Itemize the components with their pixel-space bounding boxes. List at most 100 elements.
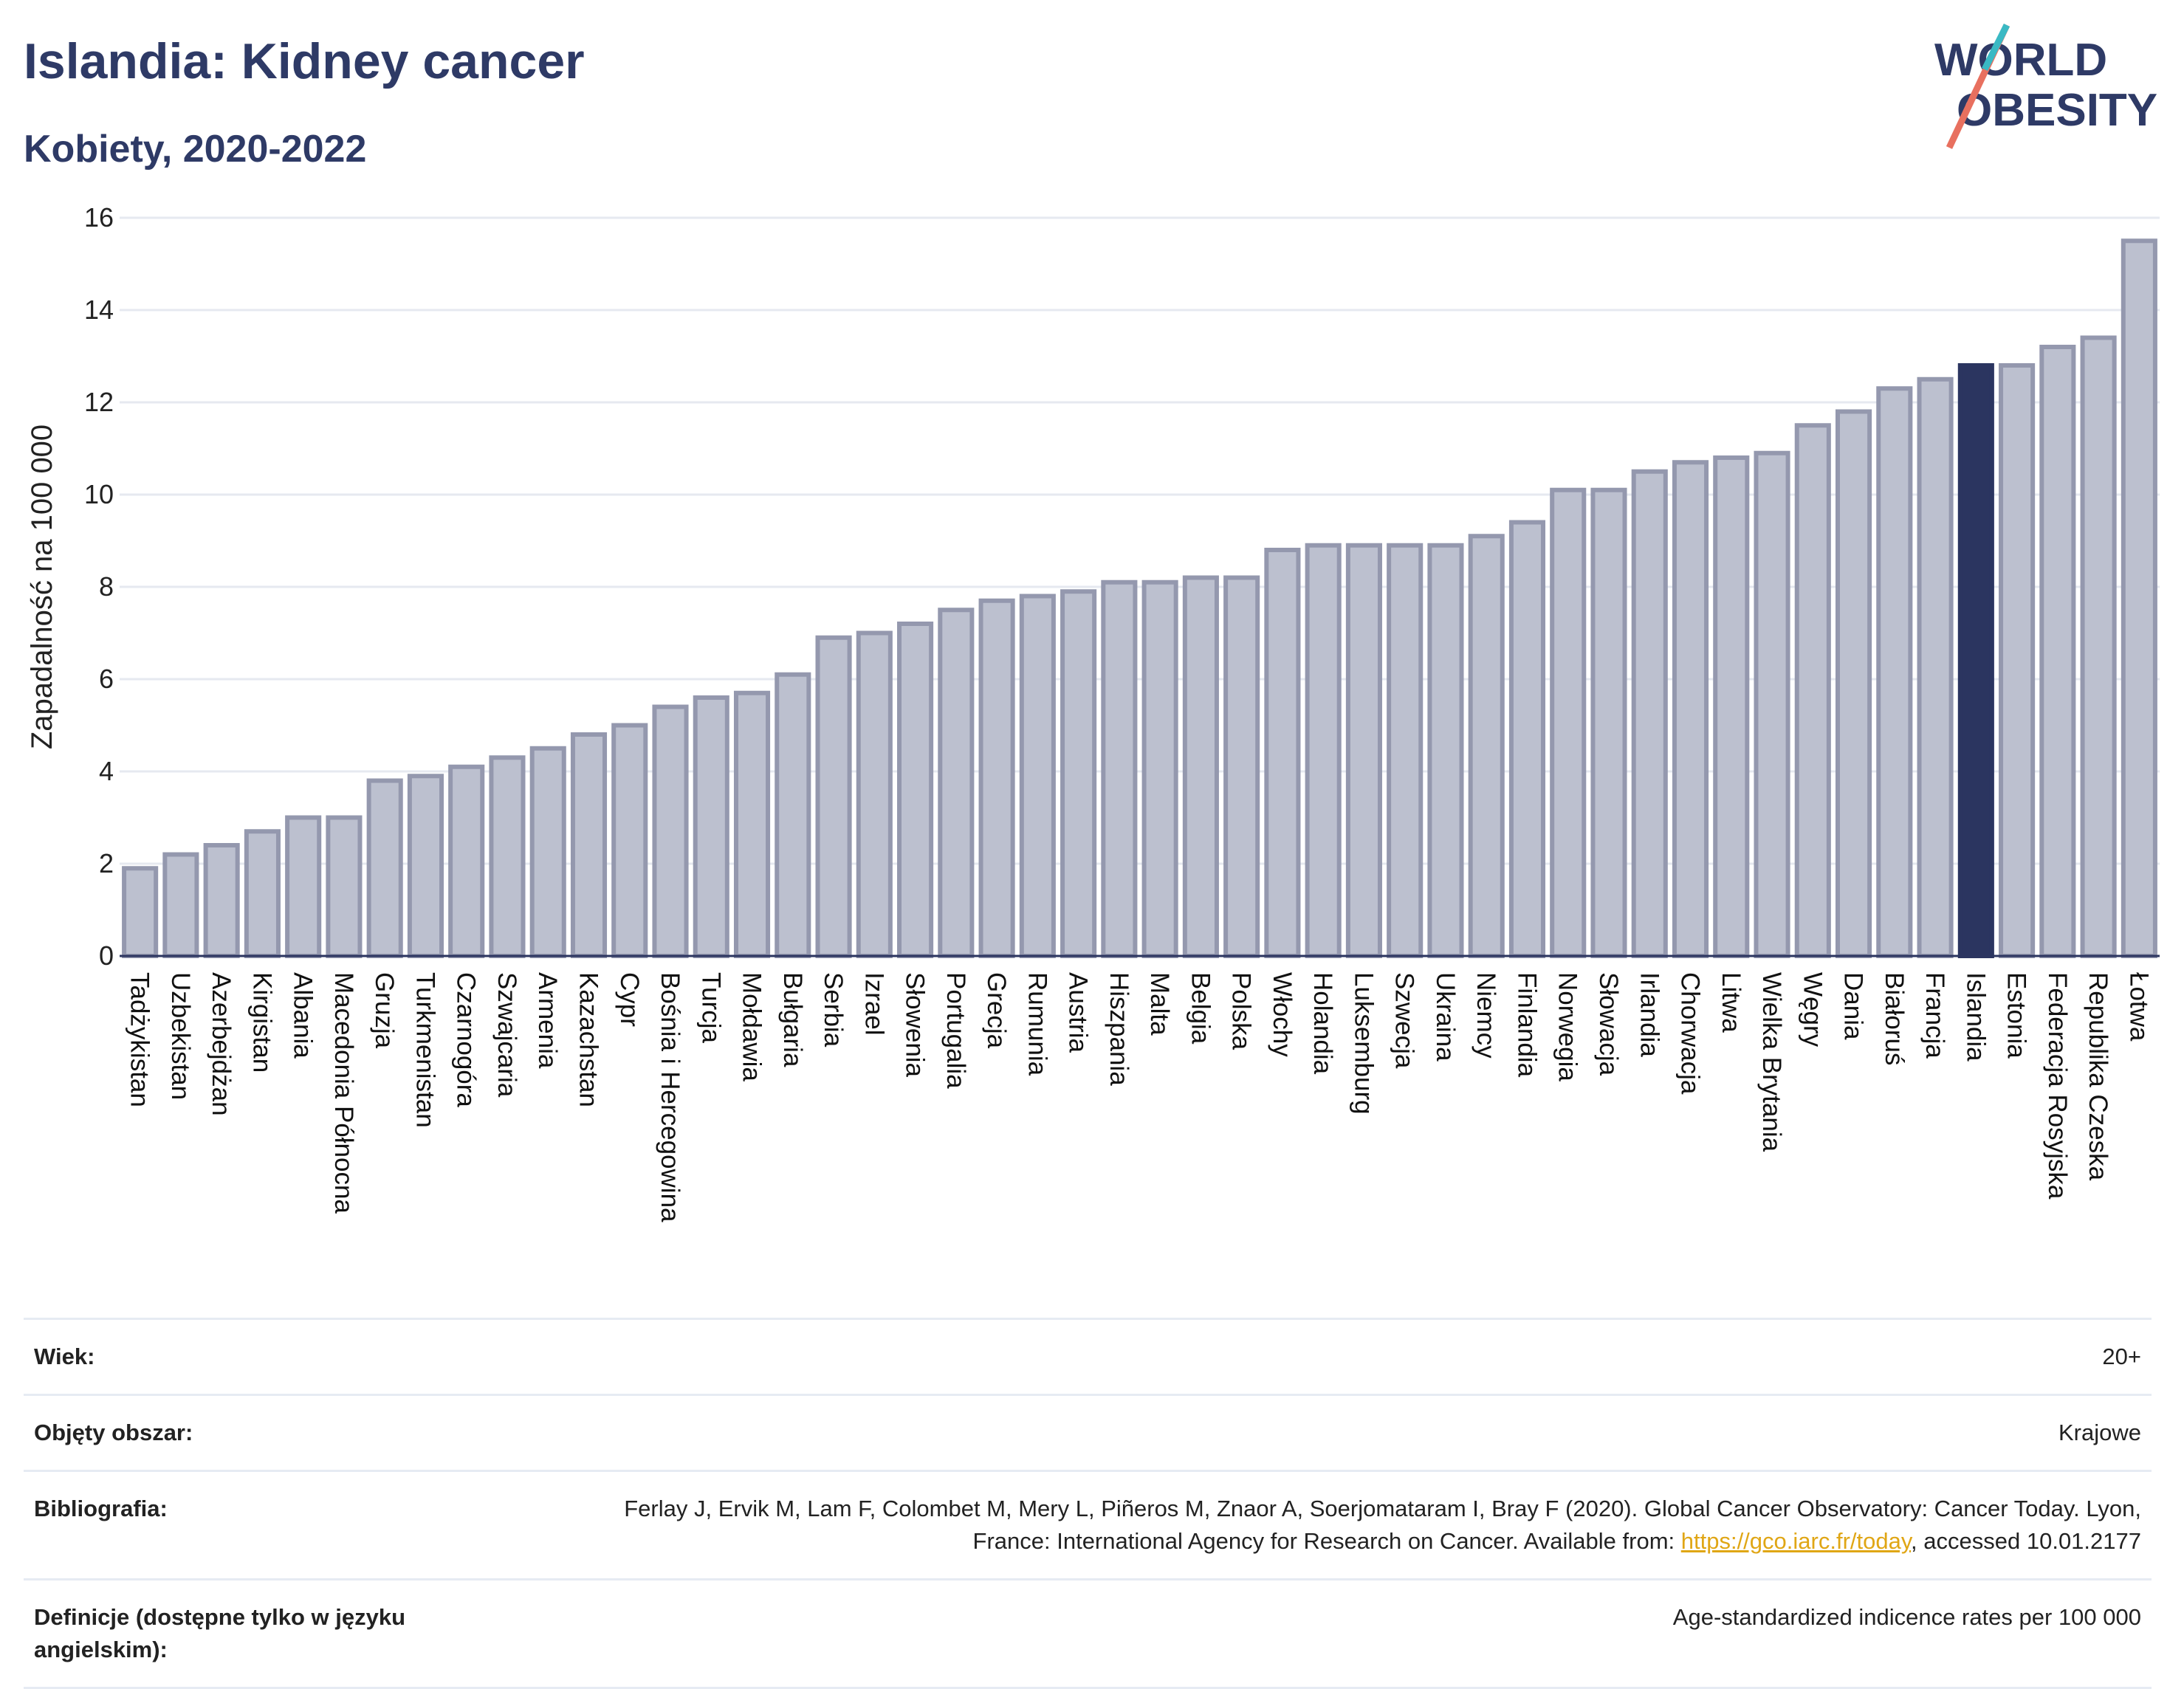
bar[interactable] <box>1264 548 1301 958</box>
bar[interactable] <box>1835 409 1872 958</box>
bar-highlighted[interactable] <box>1957 363 1994 958</box>
bar[interactable] <box>1713 455 1750 958</box>
bar[interactable] <box>285 815 322 958</box>
logo-slash-accent-icon <box>1981 23 2010 72</box>
bar[interactable] <box>489 755 526 958</box>
x-tick-label: Dania <box>1839 972 1868 1040</box>
bar[interactable] <box>1754 450 1790 958</box>
bar[interactable] <box>1345 543 1382 958</box>
info-value-text: Ferlay J, Ervik M, Lam F, Colombet M, Me… <box>624 1496 2141 1554</box>
x-tick-label: Turkmenistan <box>411 972 439 1128</box>
bar[interactable] <box>611 723 648 958</box>
bar[interactable] <box>244 829 281 958</box>
bar[interactable] <box>1182 575 1219 958</box>
x-tick-label: Szwajcaria <box>492 972 521 1098</box>
bar[interactable] <box>122 866 159 958</box>
bar[interactable] <box>1387 543 1424 958</box>
bar[interactable] <box>1101 579 1138 958</box>
bar[interactable] <box>1999 363 2036 958</box>
bar[interactable] <box>1427 543 1464 958</box>
chart-title: Islandia: Kidney cancer <box>24 33 585 89</box>
bar[interactable] <box>693 695 729 958</box>
bar[interactable] <box>162 852 199 958</box>
y-tick-label: 0 <box>99 940 114 971</box>
bar[interactable] <box>815 635 852 958</box>
x-tick-label: Chorwacja <box>1676 972 1705 1095</box>
bar[interactable] <box>1550 487 1587 958</box>
info-row: Definicje (dostępne tylko w języku angie… <box>24 1580 2152 1689</box>
info-key: Objęty obszar: <box>34 1420 193 1445</box>
x-tick-label: Serbia <box>819 972 848 1048</box>
x-tick-label: Estonia <box>2002 972 2031 1059</box>
bar[interactable] <box>529 746 566 958</box>
y-tick-label: 8 <box>99 571 114 602</box>
bar[interactable] <box>1794 423 1831 958</box>
bar[interactable] <box>938 608 975 958</box>
x-tick-label: Kazachstan <box>574 972 602 1107</box>
y-tick-label: 2 <box>99 848 114 878</box>
bar[interactable] <box>775 672 811 958</box>
x-tick-label: Bośnia i Hercegowina <box>656 972 684 1222</box>
x-tick-label: Irlandia <box>1635 972 1663 1057</box>
info-row: Objęty obszar: Krajowe <box>24 1396 2152 1472</box>
y-tick-label: 14 <box>84 295 114 325</box>
x-tick-label: Bułgaria <box>778 972 807 1067</box>
x-tick-label: Gruzja <box>370 972 399 1049</box>
info-value-text: Krajowe <box>2058 1420 2141 1445</box>
bar[interactable] <box>1672 460 1709 958</box>
y-tick-label: 6 <box>99 664 114 694</box>
bar[interactable] <box>2080 335 2117 958</box>
y-tick-label: 12 <box>84 387 114 417</box>
bar[interactable] <box>366 778 403 958</box>
bar[interactable] <box>733 690 771 958</box>
x-tick-label: Słowacja <box>1594 972 1623 1076</box>
bar[interactable] <box>1305 543 1342 958</box>
bar[interactable] <box>448 764 485 958</box>
x-tick-label: Szwecja <box>1390 972 1419 1069</box>
bar[interactable] <box>326 815 363 958</box>
source-link[interactable]: https://gco.iarc.fr/today <box>1680 1528 1912 1554</box>
x-tick-label: Ukraina <box>1431 972 1460 1062</box>
bar[interactable] <box>1508 520 1546 958</box>
y-tick-label: 16 <box>84 202 114 233</box>
bar[interactable] <box>652 704 689 958</box>
bar[interactable] <box>856 630 893 958</box>
y-tick-label: 10 <box>84 479 114 509</box>
bar[interactable] <box>1590 487 1627 958</box>
bar[interactable] <box>570 732 608 958</box>
bar[interactable] <box>1631 469 1668 958</box>
x-tick-label: Malta <box>1145 972 1174 1036</box>
bar[interactable] <box>2039 345 2076 958</box>
x-tick-label: Cypr <box>615 972 644 1027</box>
x-tick-label: Grecja <box>982 972 1011 1049</box>
info-value-text: Age-standardized indicence rates per 100… <box>1672 1604 2141 1630</box>
x-tick-label: Islandia <box>1961 972 1990 1062</box>
x-tick-label: Federacja Rosyjska <box>2043 972 2072 1200</box>
bar[interactable] <box>1468 534 1505 958</box>
bar[interactable] <box>407 774 444 958</box>
info-table: Wiek: 20+ Objęty obszar: Krajowe Bibliografi… <box>24 1318 2152 1689</box>
x-tick-label: Włochy <box>1268 972 1297 1057</box>
bar[interactable] <box>1060 589 1097 958</box>
bar[interactable] <box>897 622 934 958</box>
world-obesity-logo: WORLD OBESITY <box>1934 23 2157 149</box>
bar[interactable] <box>203 843 240 958</box>
x-tick-label: Kirgistan <box>247 972 276 1073</box>
x-tick-label: Luksemburg <box>1349 972 1378 1115</box>
bar[interactable] <box>1019 594 1056 958</box>
bar[interactable] <box>1876 386 1913 958</box>
x-tick-label: Czarnogóra <box>452 972 481 1107</box>
bars <box>122 238 2157 958</box>
bar[interactable] <box>2121 238 2157 958</box>
x-tick-label: Wielka Brytania <box>1757 972 1786 1152</box>
x-tick-label: Rumunia <box>1023 972 1051 1076</box>
info-value-text: 20+ <box>2102 1344 2141 1369</box>
bar[interactable] <box>1141 579 1178 958</box>
info-row: Bibliografia: Ferlay J, Ervik M, Lam F, C… <box>24 1472 2152 1580</box>
info-value: Age-standardized indicence rates per 100… <box>1673 1601 2141 1634</box>
bar[interactable] <box>1223 575 1260 958</box>
bar[interactable] <box>978 598 1015 958</box>
x-tick-label: Litwa <box>1717 972 1745 1033</box>
x-tick-label: Polska <box>1227 972 1256 1050</box>
bar[interactable] <box>1917 376 1954 958</box>
